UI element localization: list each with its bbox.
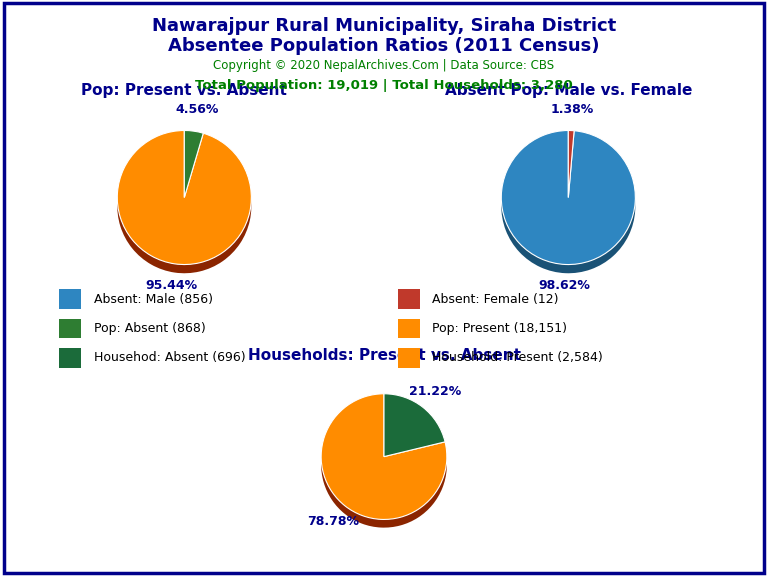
Text: Absent: Female (12): Absent: Female (12) xyxy=(432,293,559,305)
FancyBboxPatch shape xyxy=(398,348,420,367)
Title: Absent Pop: Male vs. Female: Absent Pop: Male vs. Female xyxy=(445,84,692,98)
Wedge shape xyxy=(568,139,574,206)
FancyBboxPatch shape xyxy=(59,289,81,309)
Text: Nawarajpur Rural Municipality, Siraha District: Nawarajpur Rural Municipality, Siraha Di… xyxy=(152,17,616,35)
Wedge shape xyxy=(384,402,445,465)
Text: Absentee Population Ratios (2011 Census): Absentee Population Ratios (2011 Census) xyxy=(168,37,600,55)
Text: 98.62%: 98.62% xyxy=(538,279,591,293)
Text: 78.78%: 78.78% xyxy=(306,516,359,528)
FancyBboxPatch shape xyxy=(59,319,81,338)
Wedge shape xyxy=(184,139,204,206)
Title: Households: Present vs. Absent: Households: Present vs. Absent xyxy=(247,348,521,363)
Text: Pop: Present (18,151): Pop: Present (18,151) xyxy=(432,322,568,335)
Text: 4.56%: 4.56% xyxy=(175,104,219,116)
FancyBboxPatch shape xyxy=(59,348,81,367)
FancyBboxPatch shape xyxy=(398,289,420,309)
Wedge shape xyxy=(502,131,635,264)
Wedge shape xyxy=(321,394,447,520)
Wedge shape xyxy=(118,139,251,273)
Wedge shape xyxy=(321,402,447,528)
Text: Pop: Absent (868): Pop: Absent (868) xyxy=(94,322,206,335)
Text: Absent: Male (856): Absent: Male (856) xyxy=(94,293,213,305)
FancyBboxPatch shape xyxy=(398,319,420,338)
Text: 1.38%: 1.38% xyxy=(551,103,594,116)
Text: 95.44%: 95.44% xyxy=(146,279,197,291)
Text: 21.22%: 21.22% xyxy=(409,385,462,398)
Title: Pop: Present vs. Absent: Pop: Present vs. Absent xyxy=(81,84,287,98)
Text: Copyright © 2020 NepalArchives.Com | Data Source: CBS: Copyright © 2020 NepalArchives.Com | Dat… xyxy=(214,59,554,72)
Wedge shape xyxy=(568,131,574,198)
Text: Househod: Absent (696): Househod: Absent (696) xyxy=(94,351,245,365)
Wedge shape xyxy=(384,394,445,457)
Wedge shape xyxy=(184,131,204,198)
Text: Household: Present (2,584): Household: Present (2,584) xyxy=(432,351,603,365)
Text: Total Population: 19,019 | Total Households: 3,280: Total Population: 19,019 | Total Househo… xyxy=(195,79,573,92)
Wedge shape xyxy=(502,139,635,273)
Wedge shape xyxy=(118,131,251,264)
